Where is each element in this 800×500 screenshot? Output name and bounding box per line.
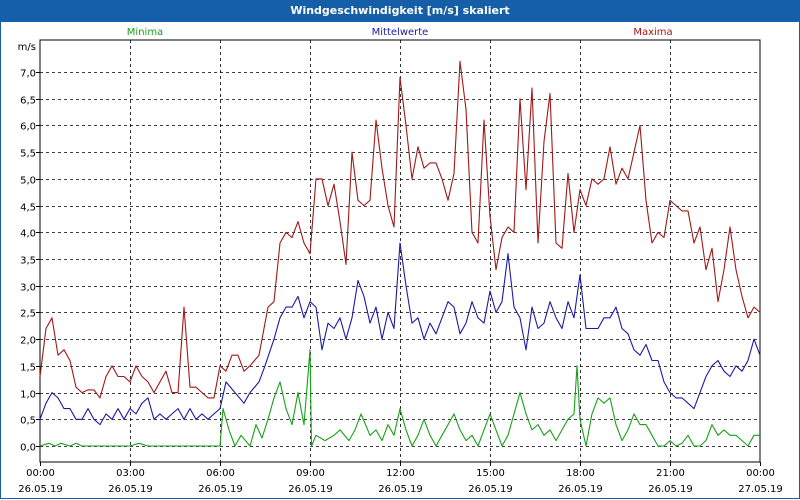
y-tick-label: 0,0 <box>20 443 36 454</box>
y-tick-label: 2,0 <box>20 336 36 347</box>
y-tick-label: 1,0 <box>20 390 36 401</box>
x-tick-date: 27.05.19 <box>738 484 783 495</box>
series-line-maxima <box>39 60 761 399</box>
y-tick-label: 0,5 <box>20 416 36 427</box>
x-tick-date: 26.05.19 <box>108 484 153 495</box>
y-tick-label: 4,0 <box>20 229 36 240</box>
legend-mittelwerte: Mittelwerte <box>372 27 429 38</box>
series-line-mittelwerte <box>39 242 761 426</box>
x-tick-time: 00:00 <box>746 468 775 479</box>
legend-minima: Minima <box>127 27 163 38</box>
y-tick-label: 7,0 <box>20 69 36 80</box>
x-tick-date: 26.05.19 <box>648 484 693 495</box>
x-tick-time: 09:00 <box>296 468 325 479</box>
y-tick-label: 3,0 <box>20 283 36 294</box>
x-tick-date: 26.05.19 <box>288 484 333 495</box>
x-tick-time: 21:00 <box>656 468 685 479</box>
x-tick-time: 06:00 <box>206 468 235 479</box>
x-tick-date: 26.05.19 <box>468 484 513 495</box>
x-tick-time: 03:00 <box>116 468 145 479</box>
y-tick-label: 5,0 <box>20 176 36 187</box>
y-tick-label: 3,5 <box>20 256 36 267</box>
y-tick-label: 4,5 <box>20 203 36 214</box>
plot-area <box>39 39 761 463</box>
y-tick-label: 2,5 <box>20 309 36 320</box>
x-tick-date: 26.05.19 <box>378 484 423 495</box>
y-tick-label: 5,5 <box>20 149 36 160</box>
x-tick-date: 26.05.19 <box>558 484 603 495</box>
legend-maxima: Maxima <box>633 27 672 38</box>
y-axis-label: m/s <box>18 42 36 53</box>
x-tick-time: 18:00 <box>566 468 595 479</box>
y-tick-label: 6,0 <box>20 122 36 133</box>
y-tick-label: 6,5 <box>20 96 36 107</box>
y-tick-label: 1,5 <box>20 363 36 374</box>
x-tick-time: 00:00 <box>26 468 55 479</box>
x-tick-date: 26.05.19 <box>198 484 243 495</box>
x-tick-time: 15:00 <box>476 468 505 479</box>
x-tick-date: 26.05.19 <box>18 484 63 495</box>
x-tick-time: 12:00 <box>386 468 415 479</box>
series-line-minima <box>39 349 760 447</box>
chart-title: Windgeschwindigkeit [m/s] skaliert <box>0 0 800 22</box>
